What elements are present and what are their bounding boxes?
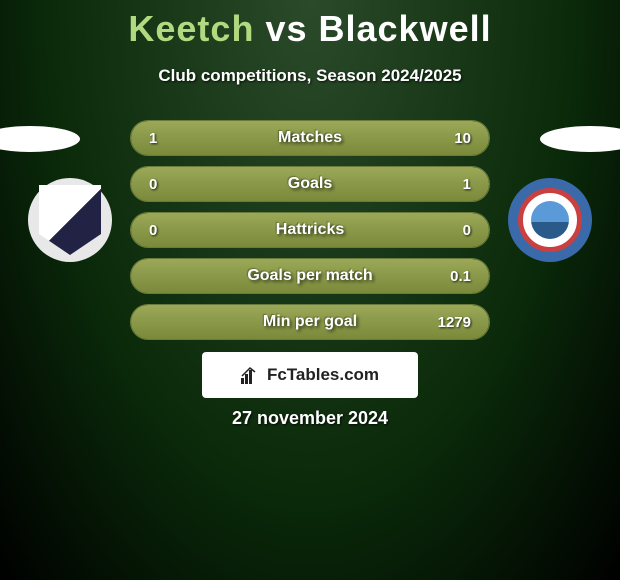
stat-row: Goals per match 0.1 (130, 258, 490, 294)
stat-label: Matches (278, 129, 342, 147)
stat-row: 0 Hattricks 0 (130, 212, 490, 248)
stat-right-value: 1 (463, 176, 471, 193)
crest-left-icon (39, 185, 101, 255)
stat-label: Goals (288, 175, 332, 193)
stat-left-value: 0 (149, 176, 157, 193)
subtitle: Club competitions, Season 2024/2025 (0, 66, 620, 86)
stat-left-value: 1 (149, 130, 157, 147)
decor-ellipse-right (540, 126, 620, 152)
stat-right-value: 1279 (438, 314, 471, 331)
stat-label: Hattricks (276, 221, 344, 239)
stat-label: Goals per match (247, 267, 372, 285)
stat-row: 1 Matches 10 (130, 120, 490, 156)
stat-row: Min per goal 1279 (130, 304, 490, 340)
stat-row: 0 Goals 1 (130, 166, 490, 202)
crest-right-icon (518, 188, 582, 252)
player1-name: Keetch (128, 8, 254, 49)
player2-name: Blackwell (319, 8, 492, 49)
club-badge-right (508, 178, 592, 262)
stat-right-value: 0 (463, 222, 471, 239)
stat-right-value: 0.1 (450, 268, 471, 285)
decor-ellipse-left (0, 126, 80, 152)
date-text: 27 november 2024 (0, 408, 620, 429)
fctables-logo: FcTables.com (202, 352, 418, 398)
vs-text: vs (265, 8, 307, 49)
comparison-title: Keetch vs Blackwell (0, 0, 620, 50)
stat-left-value: 0 (149, 222, 157, 239)
stat-label: Min per goal (263, 313, 357, 331)
stat-right-value: 10 (454, 130, 471, 147)
logo-text: FcTables.com (267, 365, 379, 385)
club-badge-left (28, 178, 112, 262)
stats-container: 1Matches100Goals10Hattricks0Goals per ma… (130, 120, 490, 350)
